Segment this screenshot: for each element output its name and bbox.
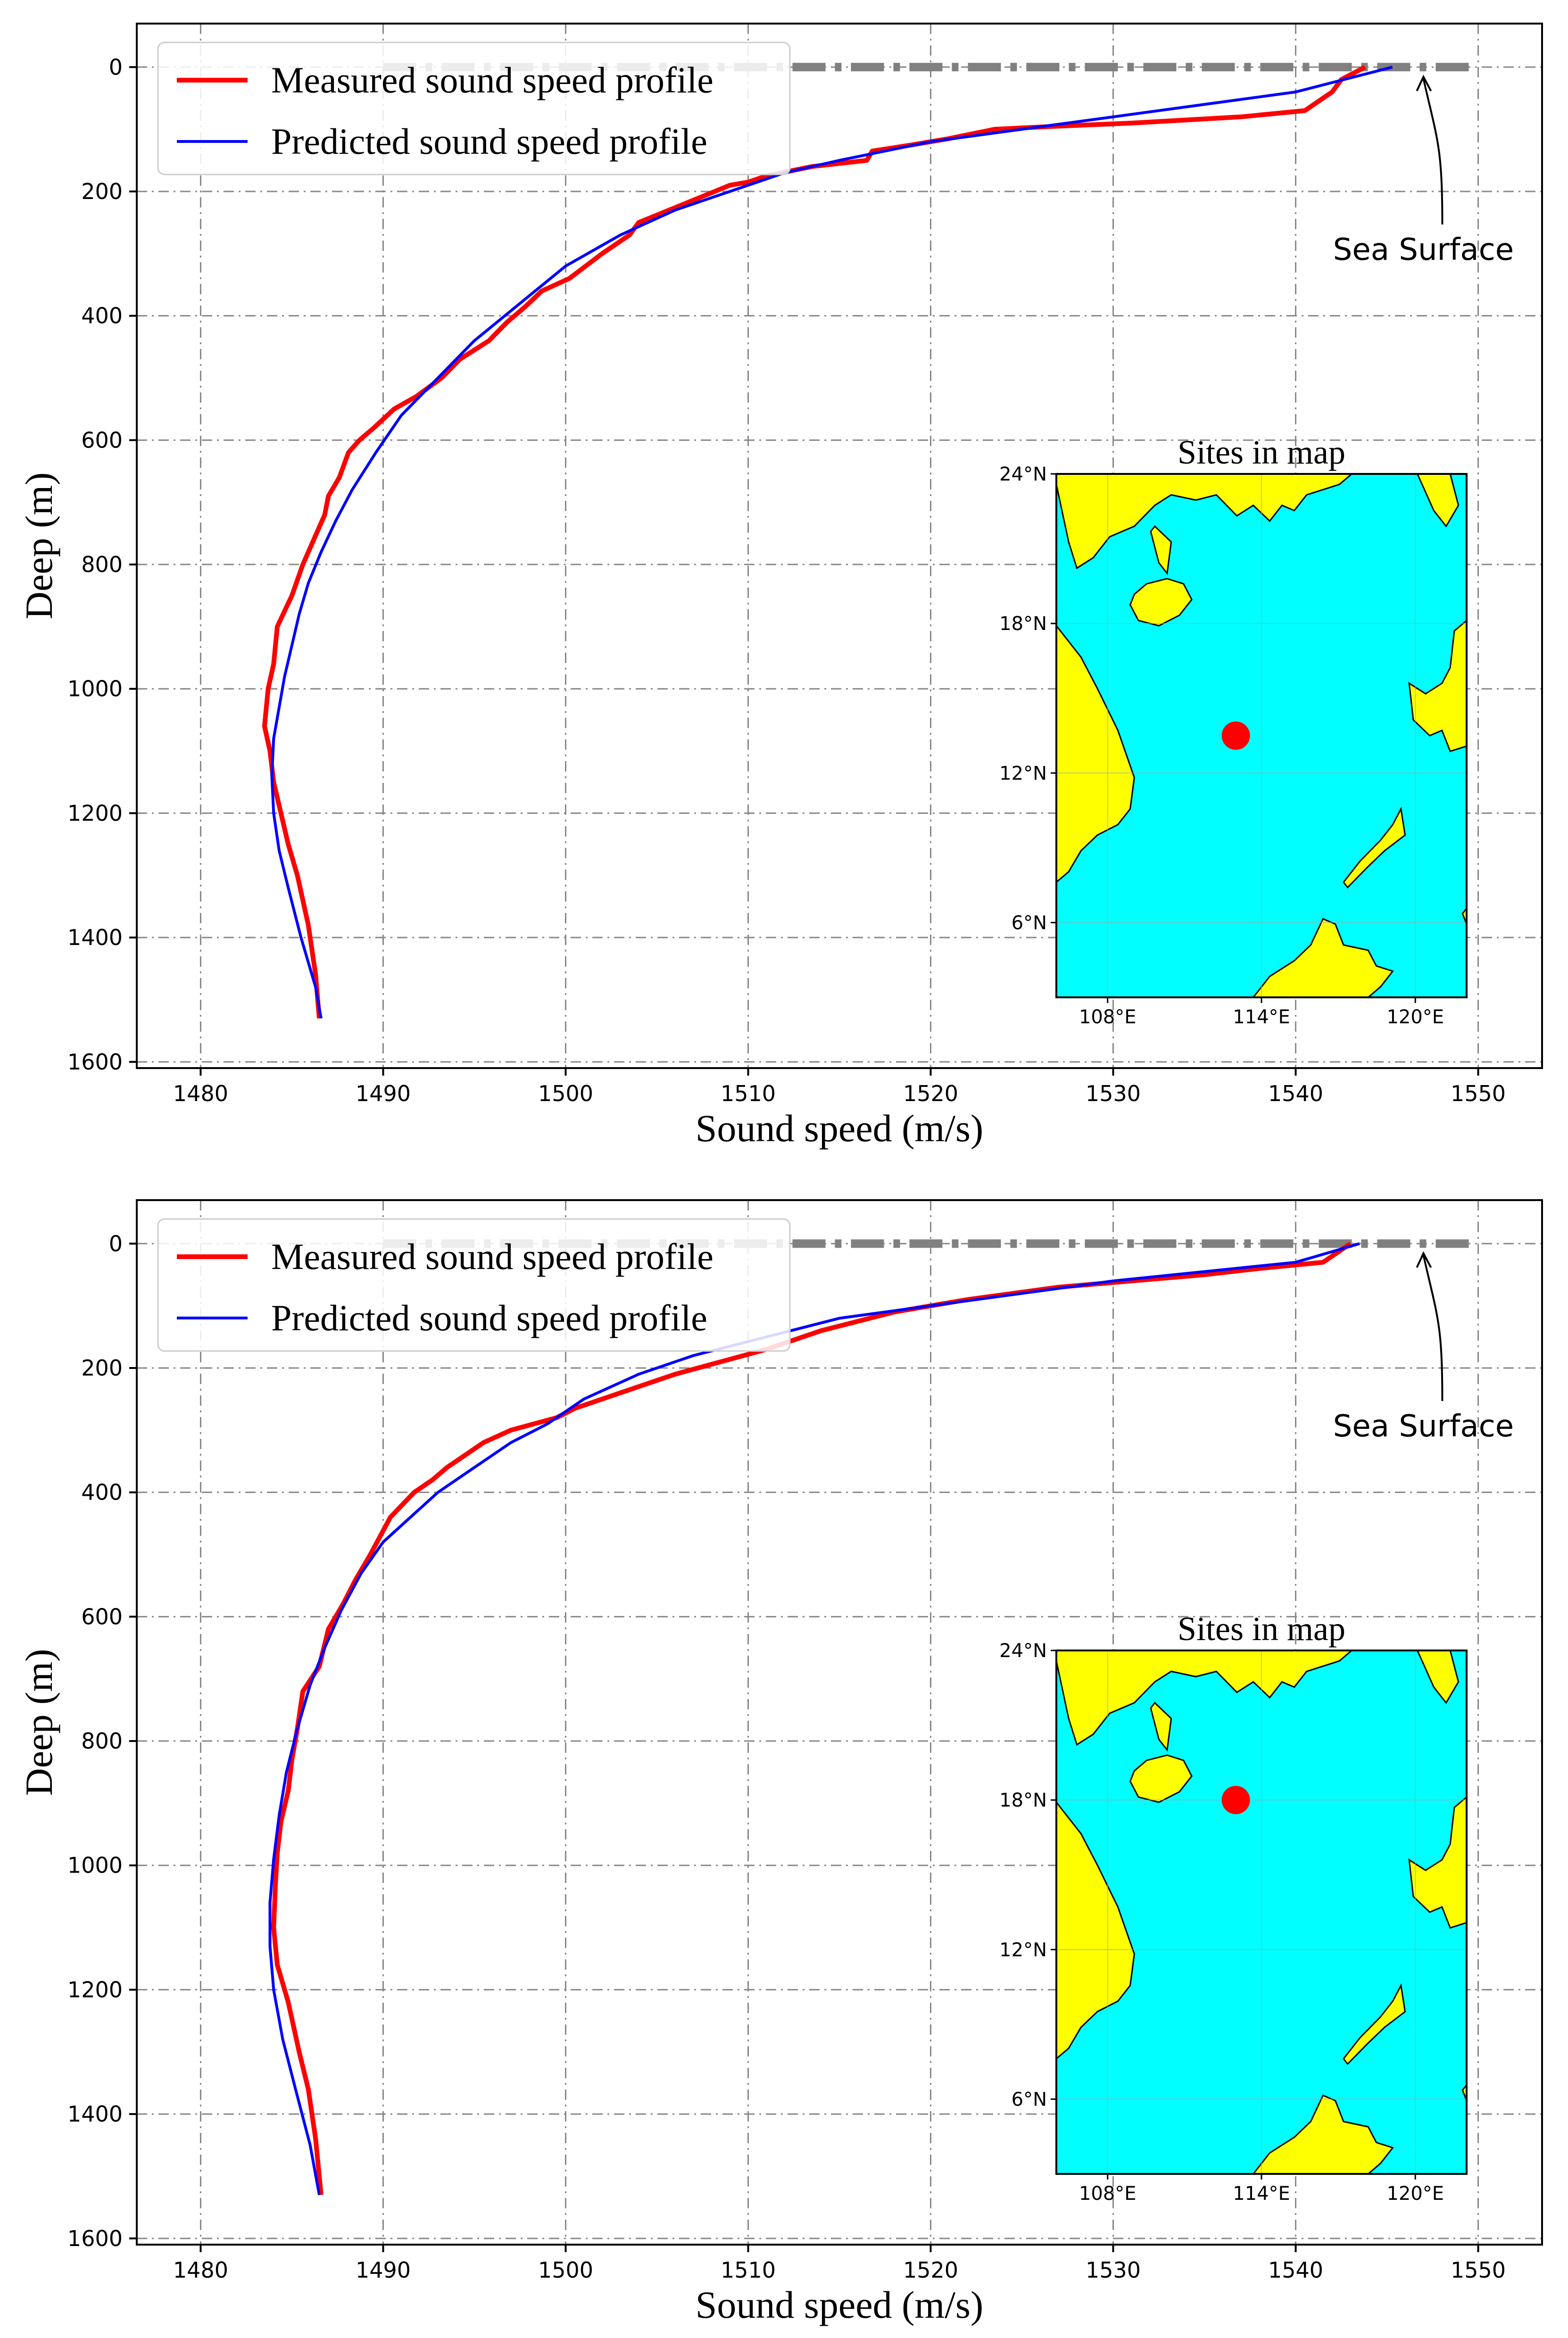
map-y-tick-label: 24°N [999,464,1047,485]
map-land [1252,918,1394,997]
annotation-arrow-head [1416,1251,1432,1268]
map-land [1408,619,1467,753]
y-tick-label: 1400 [67,2101,123,2127]
map-land [1252,2094,1394,2174]
legend-label: Predicted sound speed profile [271,1297,707,1338]
site-marker [1221,1786,1250,1815]
y-tick-label: 1400 [67,925,123,950]
x-tick-label: 1480 [173,2257,228,2283]
x-tick-label: 1510 [721,1081,776,1106]
map-y-tick-label: 18°N [999,613,1047,635]
y-tick-label: 400 [81,1480,123,1505]
map-x-tick-label: 114°E [1233,2183,1290,2205]
map-y-tick-label: 12°N [999,763,1047,784]
map-land [1056,1650,1353,1746]
map-title: Sites in map [1178,1610,1345,1648]
y-tick-label: 800 [81,552,123,577]
map-x-tick-label: 120°E [1386,1006,1444,1028]
legend: Measured sound speed profile Predicted so… [157,1218,791,1352]
x-tick-label: 1550 [1451,2257,1506,2283]
chart-panel-2: 1480 1490 1500 1510 1520 1530 1540 1550 0 200 400 6… [17,1199,1543,2326]
y-tick-label: 1600 [67,2226,123,2251]
x-tick-label: 1550 [1451,1081,1506,1106]
legend: Measured sound speed profile Predicted so… [157,41,791,175]
map-land [1416,474,1460,528]
legend-label: Measured sound speed profile [271,59,713,100]
map-x-tick-label: 108°E [1079,1006,1137,1028]
y-tick-label: 1000 [67,676,123,702]
inset-map: Sites in map 108°E 114°E 120°E 24°N 18°N 12°N 6… [999,1610,1468,2205]
y-tick-label: 0 [109,1231,123,1256]
map-title: Sites in map [1178,433,1345,471]
legend-box [157,1218,791,1352]
legend-box [157,41,791,175]
map-x-tick-label: 108°E [1079,2183,1137,2205]
map-land [1461,907,1467,925]
x-axis-label: Sound speed (m/s) [696,2283,983,2326]
y-axis-label: Deep (m) [17,1649,60,1796]
y-tick-label: 800 [81,1728,123,1754]
x-tick-label: 1510 [721,2257,776,2283]
map-land [1056,624,1135,883]
x-tick-label: 1540 [1268,2257,1323,2283]
annotation-arrow [1422,1255,1444,1401]
y-tick-label: 1600 [67,1049,123,1075]
predicted-profile-line [268,1242,1360,2196]
x-axis-label: Sound speed (m/s) [696,1107,983,1150]
map-x-tick-label: 114°E [1233,1006,1290,1028]
inset-map: Sites in map 108°E 114°E 120°E 24°N 18°N 12°N 6… [999,433,1468,1028]
x-tick-label: 1520 [903,2257,958,2283]
annotation-arrow-head [1416,75,1432,91]
y-tick-label: 1200 [67,800,123,826]
x-tick-label: 1500 [538,1081,593,1106]
annotation-label: Sea Surface [1333,1409,1514,1444]
site-marker [1221,721,1250,750]
annotation-arrow [1422,78,1444,225]
x-tick-label: 1530 [1086,2257,1141,2283]
predicted-profile-line [270,66,1393,1019]
y-tick-label: 200 [81,1355,123,1381]
y-axis-label: Deep (m) [17,473,60,620]
map-land [1056,1801,1135,2060]
y-tick-label: 1200 [67,1977,123,2002]
y-tick-label: 400 [81,303,123,329]
annotation-label: Sea Surface [1333,232,1514,267]
y-tick-label: 0 [109,54,123,80]
x-tick-label: 1520 [903,1081,958,1106]
map-land [1408,1796,1467,1929]
y-tick-label: 1000 [67,1853,123,1878]
y-tick-label: 200 [81,179,123,204]
map-land [1343,1983,1406,2065]
x-tick-label: 1490 [356,2257,411,2283]
map-land [1150,525,1172,575]
y-tick-label: 600 [81,1604,123,1629]
legend-label: Predicted sound speed profile [271,121,707,162]
map-land [1461,2083,1467,2101]
x-tick-label: 1500 [538,2257,593,2283]
x-tick-label: 1490 [356,1081,411,1106]
plot-frame [136,1199,1543,2246]
chart-panel-1: 1480 1490 1500 1510 1520 1530 1540 1550 0 200 400 6… [17,23,1543,1150]
map-y-tick-label: 18°N [999,1790,1047,1811]
plot-frame [136,23,1543,1069]
x-tick-label: 1480 [173,1081,228,1106]
map-land [1150,1701,1172,1752]
map-y-tick-label: 24°N [999,1640,1047,1662]
map-y-tick-label: 6°N [1012,912,1047,934]
x-tick-label: 1530 [1086,1081,1141,1106]
y-tick-label: 600 [81,427,123,453]
map-land [1416,1650,1460,1704]
map-y-tick-label: 12°N [999,1939,1047,1961]
map-land [1056,474,1353,570]
map-land [1343,806,1406,889]
map-x-tick-label: 120°E [1386,2183,1444,2205]
legend-label: Measured sound speed profile [271,1236,713,1277]
map-y-tick-label: 6°N [1012,2089,1047,2110]
x-tick-label: 1540 [1268,1081,1323,1106]
